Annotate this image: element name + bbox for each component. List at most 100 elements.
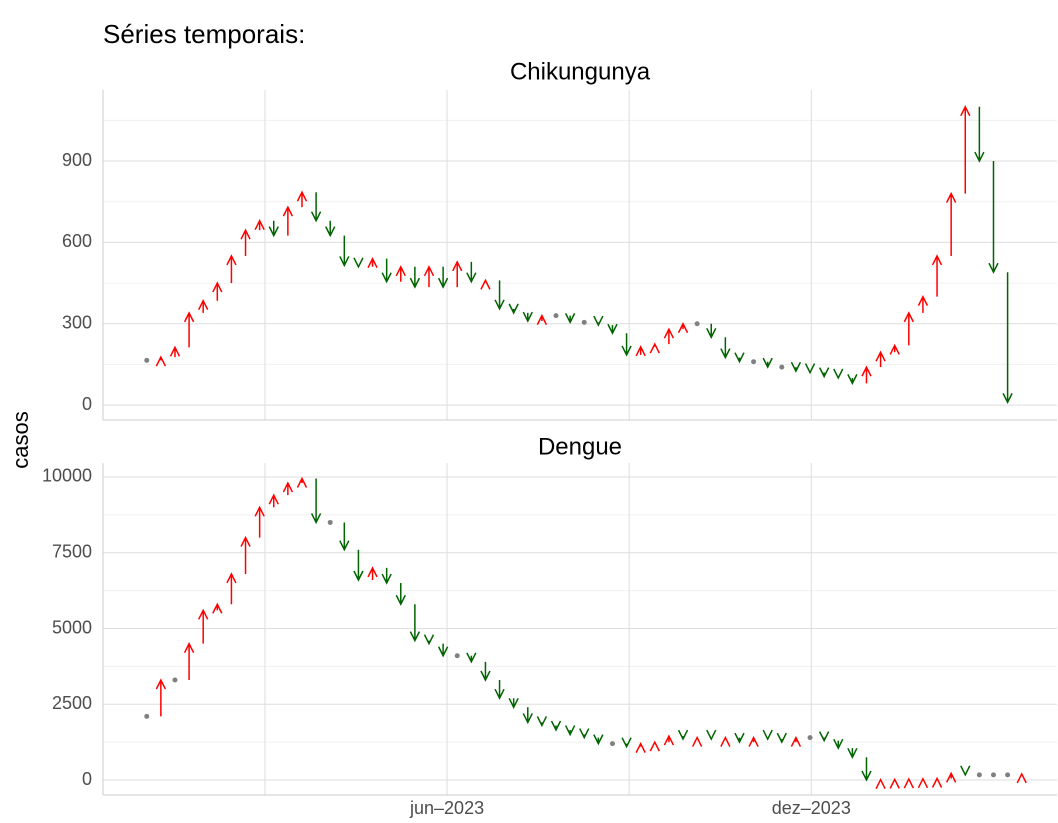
up-arrow: [931, 254, 943, 297]
down-arrow: [762, 729, 773, 741]
up-arrow: [169, 345, 181, 358]
down-arrow: [325, 220, 336, 238]
flat-point: [327, 519, 333, 525]
down-arrow: [861, 757, 872, 782]
up-arrow: [945, 191, 957, 256]
up-arrow: [423, 265, 435, 288]
up-arrow: [917, 777, 929, 789]
down-arrow: [536, 716, 548, 728]
flat-point: [144, 713, 150, 719]
down-arrow: [508, 697, 519, 709]
down-arrow: [508, 303, 519, 315]
up-arrow: [875, 778, 886, 790]
up-arrow: [945, 771, 957, 783]
flat-point: [172, 677, 178, 683]
y-tick-label: 0: [82, 769, 92, 789]
down-arrow: [522, 707, 533, 725]
down-arrow: [423, 634, 435, 646]
down-arrow: [579, 728, 590, 740]
up-arrow: [212, 281, 223, 301]
down-arrow: [621, 737, 632, 749]
down-arrow: [437, 266, 449, 289]
down-arrow: [1002, 272, 1013, 405]
flat-point: [144, 357, 150, 363]
flat-point: [807, 735, 813, 741]
up-arrow: [240, 228, 251, 256]
down-arrow: [818, 367, 830, 379]
y-tick-label: 2500: [52, 693, 92, 713]
up-arrow: [931, 776, 943, 788]
up-arrow: [748, 735, 759, 747]
down-arrow: [734, 732, 745, 744]
y-tick-label: 10000: [42, 466, 92, 486]
down-arrow: [339, 235, 350, 268]
flat-point: [553, 313, 559, 319]
down-arrow: [494, 680, 505, 700]
up-arrow: [691, 735, 703, 747]
flat-point: [454, 653, 460, 659]
down-arrow: [522, 311, 533, 323]
down-arrow: [833, 368, 844, 380]
down-arrow: [409, 604, 421, 643]
down-arrow: [381, 567, 392, 585]
flat-point: [581, 319, 587, 325]
down-arrow: [988, 161, 999, 274]
up-arrow: [917, 294, 929, 313]
up-arrow: [452, 260, 463, 288]
up-arrow: [663, 734, 675, 746]
up-arrow: [635, 345, 646, 357]
up-arrow: [635, 741, 646, 753]
up-arrow: [367, 256, 378, 268]
down-arrow: [564, 725, 576, 737]
down-arrow: [310, 192, 322, 223]
up-arrow: [677, 322, 689, 334]
up-arrow: [226, 254, 237, 284]
up-arrow: [960, 105, 971, 194]
up-arrow: [254, 219, 265, 231]
page-title: Séries temporais:: [103, 19, 305, 49]
y-axis-label: casos: [8, 411, 33, 468]
up-arrow: [395, 265, 406, 282]
down-arrow: [847, 747, 858, 759]
down-arrow: [480, 661, 491, 682]
down-arrow: [833, 738, 844, 750]
down-arrow: [790, 361, 802, 373]
up-arrow: [296, 476, 308, 488]
up-arrow: [889, 777, 900, 789]
up-arrow: [790, 735, 802, 747]
up-arrow: [903, 777, 914, 789]
down-arrow: [677, 729, 689, 741]
flat-point: [609, 741, 615, 747]
y-tick-label: 7500: [52, 541, 92, 561]
down-arrow: [437, 643, 449, 658]
down-arrow: [310, 478, 322, 525]
down-arrow: [720, 337, 731, 360]
down-arrow: [706, 323, 717, 339]
down-arrow: [353, 549, 364, 582]
up-arrow: [198, 608, 209, 644]
up-arrow: [226, 572, 237, 605]
up-arrow: [296, 190, 308, 208]
down-arrow: [466, 652, 477, 664]
up-arrow: [720, 735, 731, 747]
up-arrow: [649, 740, 660, 752]
up-arrow: [183, 641, 195, 681]
x-tick-label: dez–2023: [772, 798, 851, 818]
down-arrow: [353, 257, 364, 269]
flat-point: [976, 772, 982, 778]
up-arrow: [268, 493, 279, 508]
down-arrow: [564, 313, 576, 325]
down-arrow: [550, 720, 562, 732]
down-arrow: [818, 731, 830, 743]
up-arrow: [240, 535, 251, 574]
down-arrow: [804, 363, 816, 375]
flat-point: [779, 364, 785, 370]
up-arrow: [889, 343, 900, 355]
down-arrow: [847, 374, 858, 386]
up-arrow: [183, 311, 195, 348]
y-tick-label: 300: [62, 312, 92, 332]
up-arrow: [212, 602, 223, 614]
flat-point: [694, 321, 700, 327]
